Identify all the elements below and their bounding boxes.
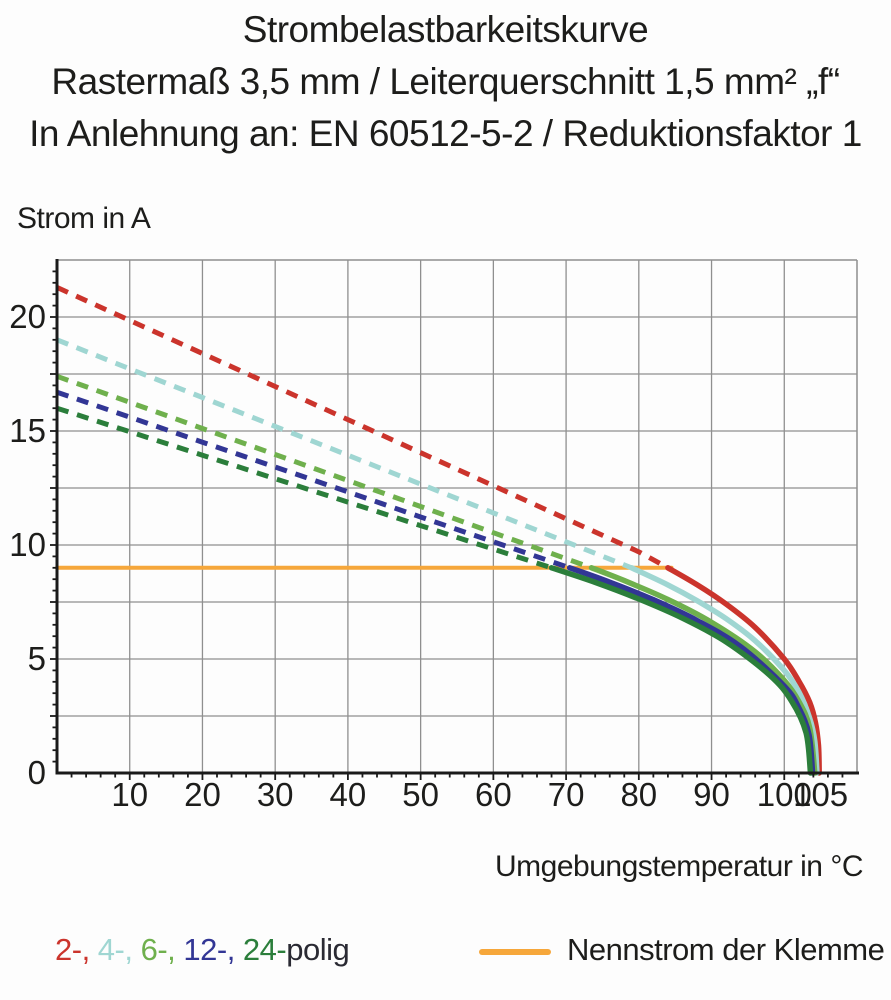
x-tick-label-70: 70	[548, 776, 585, 813]
y-tick-label-5: 5	[28, 640, 46, 677]
pole-legend-token-2: 6-,	[140, 932, 184, 967]
series-6-polig-dashed	[56, 373, 593, 571]
pole-legend-token-4: 24-	[242, 932, 287, 967]
axis-ticks	[50, 270, 844, 780]
pole-legend-token-3: 12-,	[183, 932, 243, 967]
nominal-current-label: Nennstrom der Klemme	[567, 932, 885, 967]
x-tick-label-40: 40	[330, 776, 367, 813]
y-tick-label-20: 20	[9, 298, 46, 335]
x-tick-label-10: 10	[111, 776, 148, 813]
nominal-current-legend: Nennstrom der Klemme	[479, 932, 885, 968]
series-12-polig-dashed	[56, 389, 571, 571]
y-tick-labels: 0 5 10 15 20	[9, 298, 46, 791]
x-tick-label-90: 90	[693, 776, 730, 813]
pole-legend-token-5: polig	[286, 932, 350, 967]
series-24-polig-dashed	[56, 405, 553, 571]
nominal-current-line-swatch	[479, 949, 551, 955]
legend-row: 2-, 4-, 6-, 12-, 24-polig Nennstrom der …	[0, 932, 891, 978]
gridlines	[57, 260, 857, 773]
title-line-3: In Anlehnung an: EN 60512-5-2 / Reduktio…	[29, 113, 862, 154]
pole-legend-token-1: 4-,	[97, 932, 141, 967]
series-2-polig-dashed	[55, 285, 670, 570]
x-tick-label-60: 60	[475, 776, 512, 813]
x-tick-label-100: 100	[757, 776, 812, 813]
title-line-1: Strombelastbarkeitskurve	[242, 9, 649, 50]
y-tick-label-0: 0	[28, 754, 46, 791]
x-tick-label-80: 80	[620, 776, 657, 813]
chart-title-block: Strombelastbarkeitskurve Rastermaß 3,5 m…	[0, 4, 891, 160]
x-tick-label-20: 20	[184, 776, 221, 813]
series-2-polig-solid	[665, 565, 822, 776]
pole-count-legend: 2-, 4-, 6-, 12-, 24-polig	[55, 932, 350, 968]
y-axis-title: Strom in A	[17, 202, 151, 235]
series-6-polig-solid	[588, 565, 818, 776]
y-tick-label-10: 10	[9, 526, 46, 563]
series-4-polig-solid	[628, 565, 820, 776]
x-tick-label-50: 50	[402, 776, 439, 813]
x-axis-title: Umgebungstemperatur in °C	[494, 850, 864, 883]
y-tick-label-15: 15	[9, 412, 46, 449]
pole-legend-token-0: 2-,	[55, 932, 98, 967]
title-line-2: Rastermaß 3,5 mm / Leiterquerschnitt 1,5…	[51, 61, 840, 102]
x-tick-label-30: 30	[257, 776, 294, 813]
x-tick-label-105: 105	[793, 776, 848, 813]
series-24-polig-solid	[548, 565, 814, 776]
